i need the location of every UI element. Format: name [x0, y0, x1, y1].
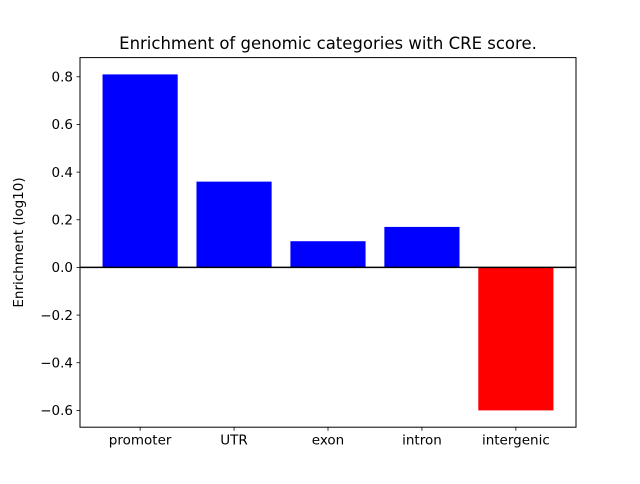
y-tick-label: −0.4 — [40, 356, 73, 372]
bar-promoter — [102, 74, 178, 268]
y-tick-label: 0.4 — [52, 165, 73, 181]
bar-intron — [384, 226, 460, 268]
y-tick-label: −0.6 — [40, 403, 73, 419]
bar-exon — [290, 241, 366, 268]
y-tick-label: 0.6 — [52, 117, 73, 133]
x-tick-label: UTR — [220, 433, 248, 449]
y-tick-label: 0.8 — [52, 70, 73, 86]
x-tick-label: intron — [402, 433, 442, 449]
bar-intergenic — [478, 267, 554, 411]
y-tick-label: 0.0 — [52, 260, 73, 276]
x-tick-label: promoter — [109, 433, 172, 449]
chart-title: Enrichment of genomic categories with CR… — [119, 34, 537, 53]
x-ticks-group: promoter UTR exon intron intergenic — [109, 427, 550, 449]
bars-group — [102, 74, 554, 411]
x-tick-label: intergenic — [482, 433, 550, 449]
y-axis-label: Enrichment (log10) — [11, 177, 27, 307]
y-tick-label: −0.2 — [40, 308, 73, 324]
y-tick-label: 0.2 — [52, 213, 73, 229]
bar-UTR — [196, 181, 272, 268]
x-tick-label: exon — [312, 433, 344, 449]
y-ticks-group: −0.6 −0.4 −0.2 0.0 0.2 0.4 0.6 0.8 — [40, 70, 80, 419]
